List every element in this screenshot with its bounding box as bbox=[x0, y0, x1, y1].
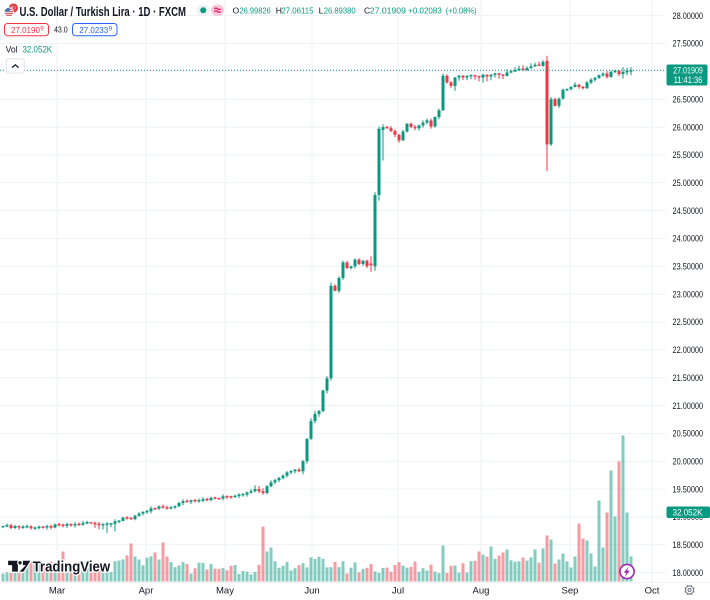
svg-text:27.0190: 27.0190 bbox=[11, 25, 40, 35]
svg-text:26.89380: 26.89380 bbox=[324, 5, 356, 15]
svg-text:May: May bbox=[216, 586, 234, 597]
svg-text:(+0.08%): (+0.08%) bbox=[446, 5, 477, 15]
svg-text:Jun: Jun bbox=[304, 586, 319, 597]
svg-text:Mar: Mar bbox=[49, 586, 65, 597]
svg-text:22.50000: 22.50000 bbox=[673, 317, 704, 327]
svg-text:21.00000: 21.00000 bbox=[673, 401, 704, 411]
svg-text:C: C bbox=[364, 5, 370, 15]
svg-text:24.50000: 24.50000 bbox=[673, 206, 704, 216]
svg-text:26.99826: 26.99826 bbox=[240, 5, 272, 15]
svg-text:24.00000: 24.00000 bbox=[673, 234, 704, 244]
svg-text:26.00000: 26.00000 bbox=[673, 122, 704, 132]
svg-text:Aug: Aug bbox=[473, 586, 490, 597]
svg-text:43.0: 43.0 bbox=[54, 26, 68, 35]
svg-text:+0.02083: +0.02083 bbox=[408, 5, 442, 15]
svg-text:21.50000: 21.50000 bbox=[673, 373, 704, 383]
svg-text:26.50000: 26.50000 bbox=[673, 94, 704, 104]
svg-text:27.0233: 27.0233 bbox=[79, 25, 108, 35]
svg-text:Oct: Oct bbox=[645, 586, 660, 597]
svg-text:20.50000: 20.50000 bbox=[673, 429, 704, 439]
svg-text:27.50000: 27.50000 bbox=[673, 39, 704, 49]
svg-text:9: 9 bbox=[40, 25, 44, 32]
svg-text:Jul: Jul bbox=[392, 586, 404, 597]
svg-text:32.052K: 32.052K bbox=[23, 45, 53, 55]
svg-text:23.00000: 23.00000 bbox=[673, 289, 704, 299]
svg-text:23.50000: 23.50000 bbox=[673, 262, 704, 272]
svg-text:U.S. Dollar / Turkish Lira · 1: U.S. Dollar / Turkish Lira · 1D · FXCM bbox=[20, 4, 187, 19]
svg-text:19.50000: 19.50000 bbox=[673, 484, 704, 494]
svg-text:9: 9 bbox=[109, 25, 113, 32]
svg-text:22.00000: 22.00000 bbox=[673, 345, 704, 355]
svg-text:H: H bbox=[276, 5, 282, 15]
svg-text:11:41:36: 11:41:36 bbox=[674, 75, 703, 85]
svg-text:27.06115: 27.06115 bbox=[281, 5, 313, 15]
svg-text:27.01909: 27.01909 bbox=[673, 66, 703, 76]
svg-text:Apr: Apr bbox=[139, 586, 154, 597]
svg-text:20.00000: 20.00000 bbox=[673, 456, 704, 466]
svg-text:32.052K: 32.052K bbox=[673, 507, 703, 517]
svg-text:25.50000: 25.50000 bbox=[673, 150, 704, 160]
svg-text:Sep: Sep bbox=[562, 586, 579, 597]
svg-text:18.50000: 18.50000 bbox=[673, 540, 704, 550]
svg-text:O: O bbox=[233, 5, 240, 15]
svg-text:25.00000: 25.00000 bbox=[673, 178, 704, 188]
svg-text:L: L bbox=[319, 5, 324, 15]
svg-text:28.00000: 28.00000 bbox=[673, 11, 704, 21]
svg-text:27.01909: 27.01909 bbox=[370, 5, 406, 15]
svg-text:Vol: Vol bbox=[6, 45, 18, 55]
svg-text:18.00000: 18.00000 bbox=[673, 568, 704, 578]
svg-text:TradingView: TradingView bbox=[33, 560, 111, 576]
